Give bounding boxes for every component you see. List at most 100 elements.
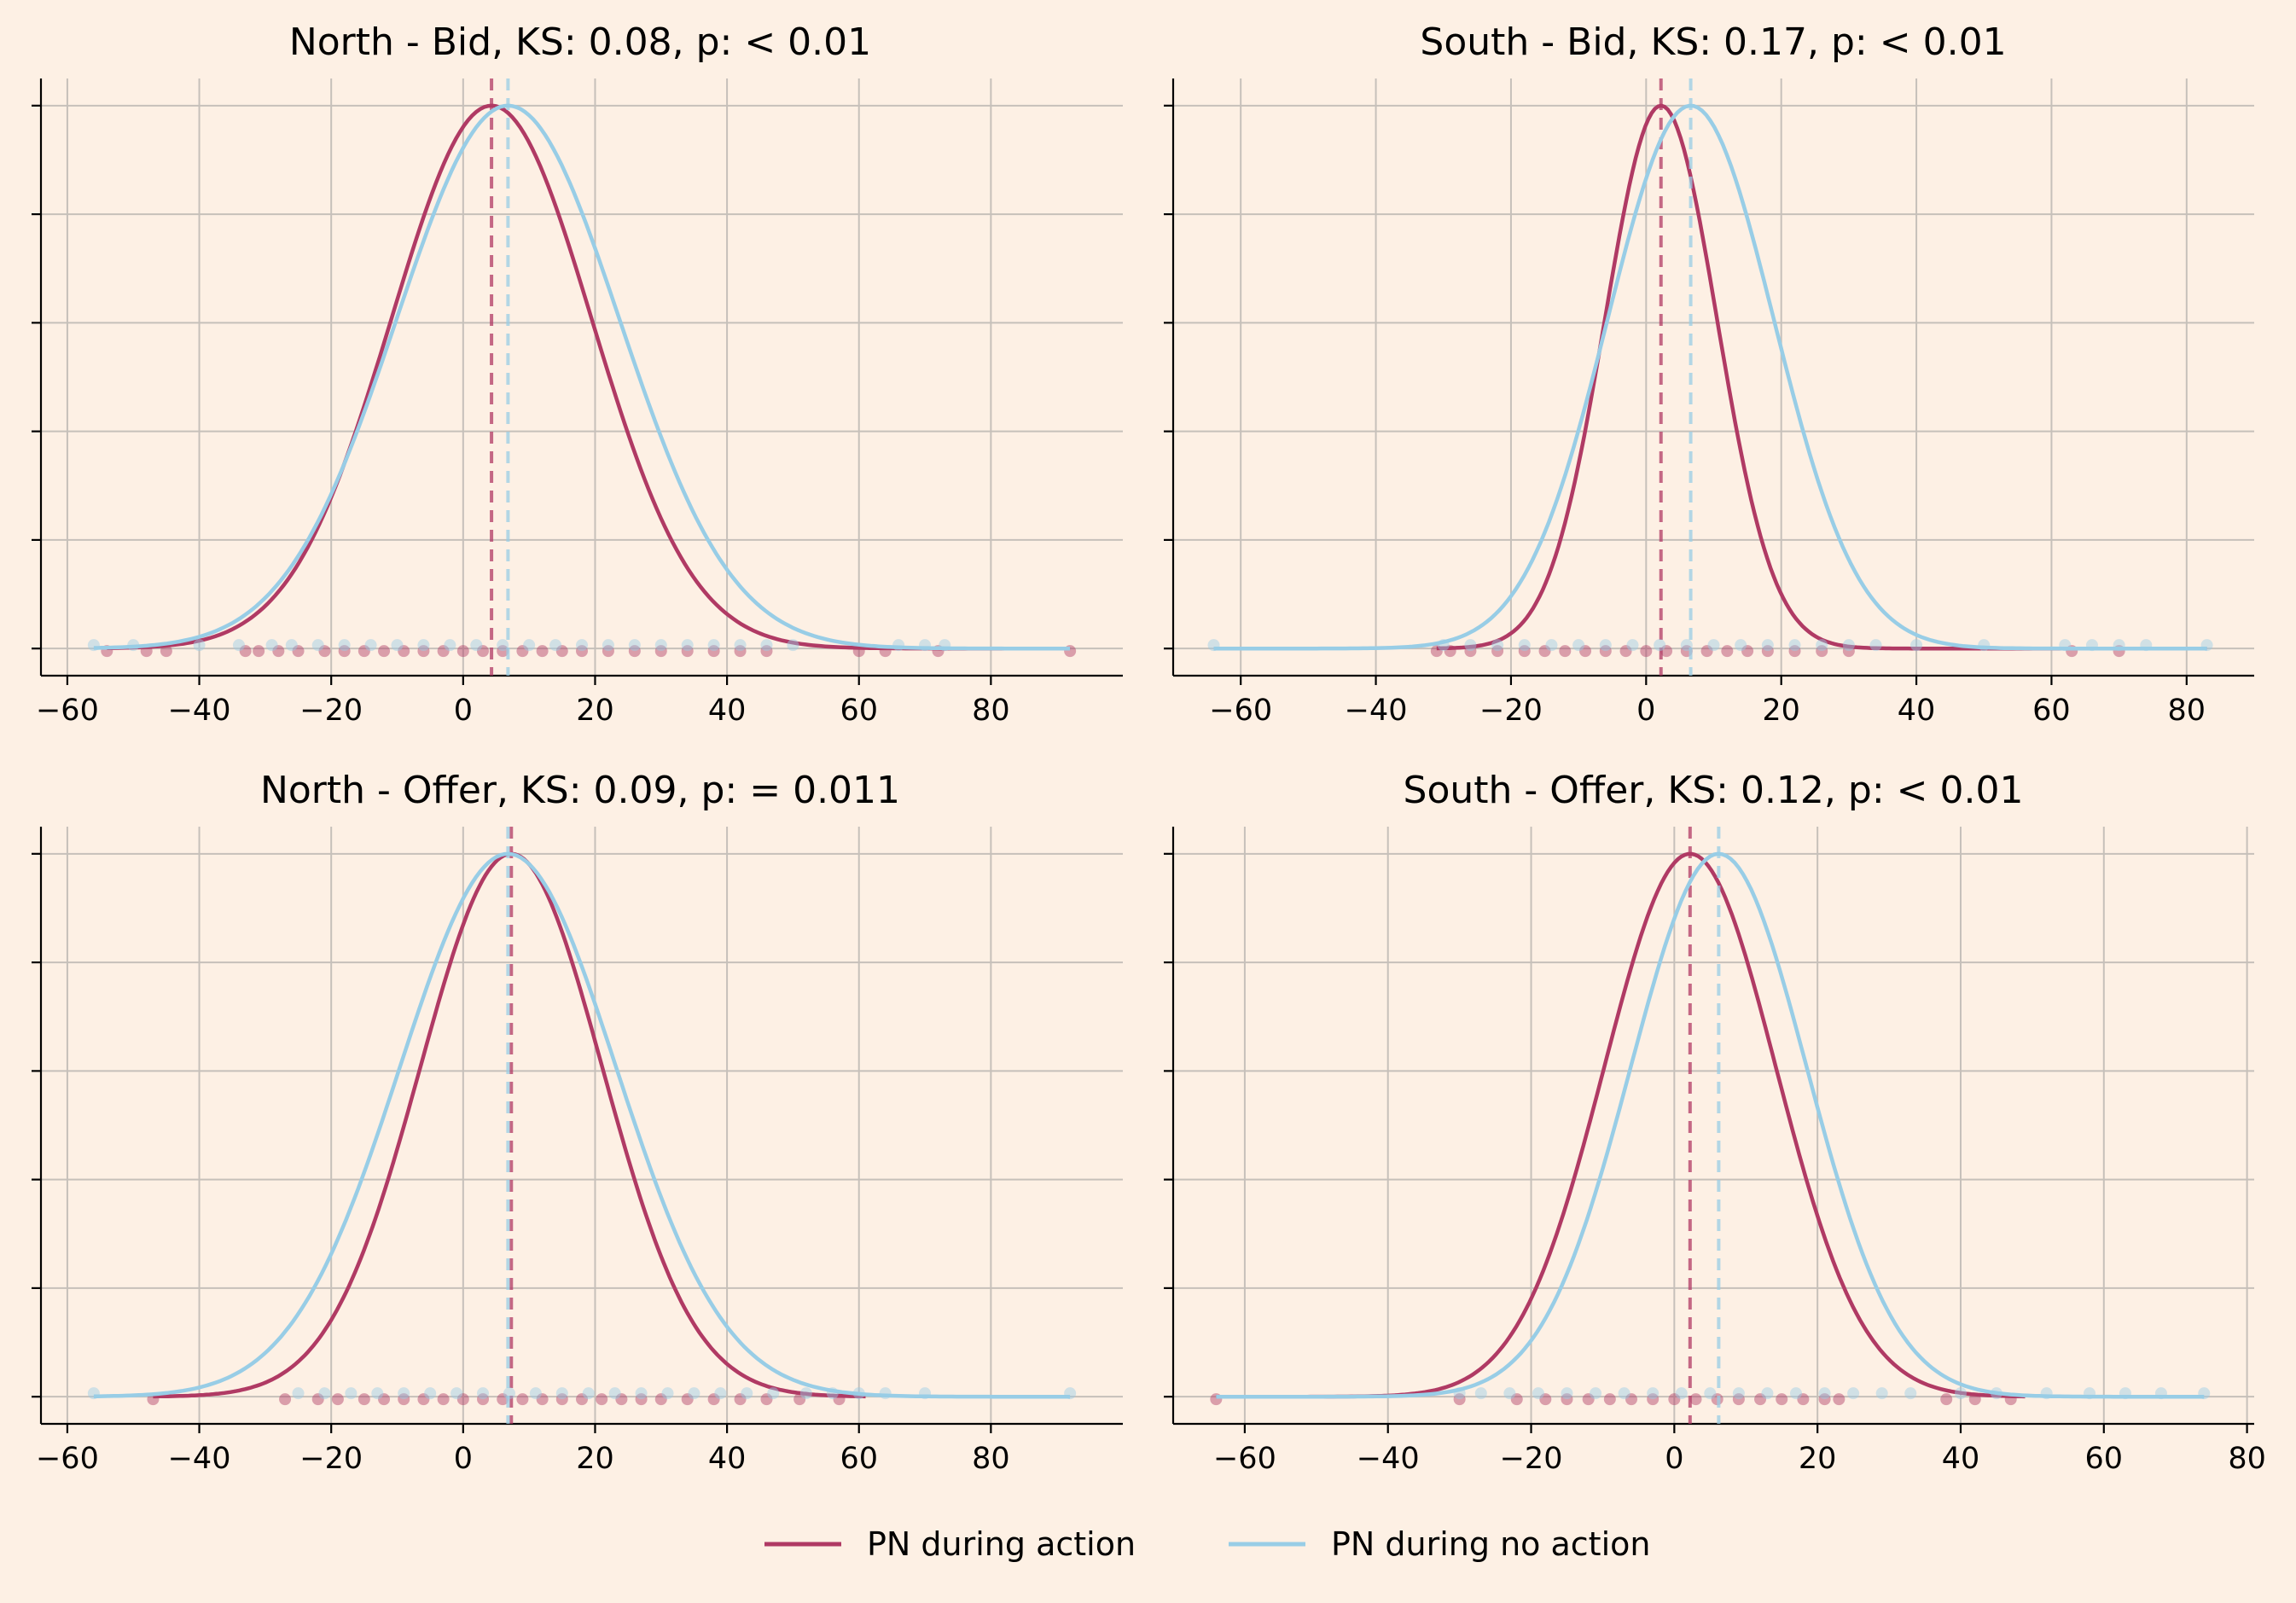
rug-point [437,1393,450,1406]
rug-point [555,1393,568,1406]
rug-point [1675,1387,1688,1400]
series-no-action [87,78,1071,676]
rug-point [1833,1393,1846,1406]
rug-point [1721,645,1734,658]
rug-point [793,1393,806,1406]
rug-point [576,639,588,652]
rug-point [576,645,588,658]
rug-point [1818,1387,1831,1400]
rug-point [582,1387,595,1400]
rug-point [1788,639,1801,652]
rug-point [555,645,568,658]
rug-point [338,645,351,658]
rug-point [338,639,351,652]
rug-point [1660,645,1673,658]
rug-point [596,1393,608,1406]
panel-title: North - Bid, KS: 0.08, p: < 0.01 [289,20,871,64]
rug-point [378,1393,391,1406]
rug-point [424,1387,437,1400]
x-tick-label: −60 [36,1442,99,1476]
rug-point [1625,1393,1638,1406]
rug-point [1869,639,1882,652]
rug-point [1518,645,1531,658]
rug-point [378,645,391,658]
rug-point [437,645,450,658]
rug-point [741,1387,753,1400]
rug-point [1704,1387,1717,1400]
rug-point [635,1387,648,1400]
rug-point [1818,1393,1831,1406]
rug-point [1647,1387,1660,1400]
rug-point [661,1387,674,1400]
rug-point [272,645,285,658]
x-tick-label: 0 [1665,1442,1683,1476]
panel-title: North - Offer, KS: 0.09, p: = 0.011 [260,769,900,812]
rug-point [1599,639,1612,652]
rug-point [1732,1387,1745,1400]
rug-point [1668,1393,1681,1406]
density-curve [1213,103,2207,651]
rug-point [799,1387,812,1400]
rug-point [364,639,377,652]
rug-point [1761,639,1774,652]
x-tick-label: −20 [1500,1442,1563,1476]
rug-point [417,639,430,652]
rug-point [1842,639,1855,652]
rug-point [1491,645,1504,658]
x-tick-label: 40 [1942,1442,1980,1476]
rug-point [292,1387,305,1400]
rug-point [497,645,509,658]
grid [41,78,1123,676]
rug-point [160,645,172,658]
rug-point [734,645,747,658]
rug-point [1572,639,1585,652]
rug-point [767,1387,780,1400]
rug-point [1700,645,1713,658]
rug-point [1532,1387,1544,1400]
rug-point [760,645,773,658]
rug-point [398,1387,410,1400]
rug-point [602,645,614,658]
rug-point [760,639,773,652]
rug-point [357,1393,370,1406]
rug-point [681,1393,694,1406]
rug-point [536,645,549,658]
rug-point [1816,645,1828,658]
rug-point [318,645,331,658]
rug-point [734,1393,747,1406]
rug-point [1582,1393,1595,1406]
rug-point [1561,1393,1573,1406]
rug-point [371,1387,384,1400]
rug-point [450,1387,463,1400]
x-tick-label: 80 [972,1442,1010,1476]
rug-point [345,1387,357,1400]
rug-point [1776,1393,1788,1406]
rug-point [1707,639,1720,652]
rug-point [615,1393,628,1406]
x-tick-label: 20 [1762,694,1800,728]
rug-point [1518,639,1531,652]
rug-point [707,639,720,652]
rug-point [688,1387,700,1400]
x-tick-label: 40 [1898,694,1936,728]
rug-point [1474,1387,1487,1400]
panel-title: South - Offer, KS: 0.12, p: < 0.01 [1404,769,2024,812]
rug-point [681,645,694,658]
rug-point [523,639,536,652]
density-curve [93,851,1071,1399]
series-no-action [1207,78,2213,676]
x-tick-label: 0 [454,694,473,728]
rug-point [1875,1387,1888,1400]
panel-title: South - Bid, KS: 0.17, p: < 0.01 [1420,20,2006,64]
rug-point [1538,645,1551,658]
rug-point [1503,1387,1516,1400]
rug-point [417,1393,430,1406]
x-tick-label: −40 [1345,694,1408,728]
rug-point [456,645,469,658]
x-tick-label: −40 [168,1442,231,1476]
rug-point [654,645,667,658]
x-tick-label: 80 [972,694,1010,728]
rug-point [1761,645,1774,658]
rug-point [1954,1387,1967,1400]
rug-point [497,1393,509,1406]
